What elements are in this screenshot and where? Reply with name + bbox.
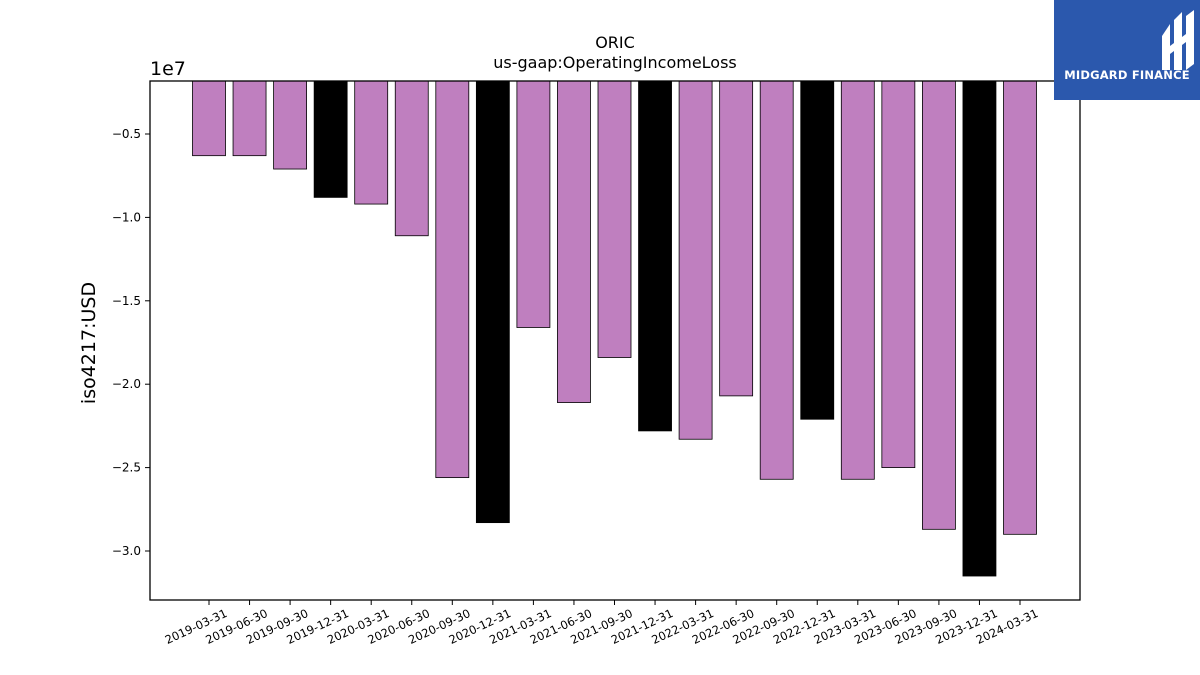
y-tick-label: −2.0 <box>112 377 141 391</box>
bar-2020-06-30 <box>394 80 429 237</box>
bar-2023-06-30 <box>881 80 916 469</box>
bar-2021-03-31 <box>516 80 551 328</box>
y-tick-label: −3.0 <box>112 544 141 558</box>
y-axis-offset-label: 1e7 <box>150 58 186 80</box>
bar-2023-03-31 <box>840 80 875 480</box>
bar-2021-09-30 <box>597 80 632 358</box>
bar-2022-12-31 <box>800 80 835 420</box>
bar-2021-06-30 <box>557 80 591 403</box>
midgard-finance-logo: MIDGARD FINANCE <box>1054 0 1200 100</box>
bar-2019-03-31 <box>192 80 226 157</box>
bar-2019-06-30 <box>232 80 267 157</box>
bar-2023-09-30 <box>922 80 956 530</box>
y-tick-label: −2.5 <box>112 461 141 475</box>
y-axis: −0.5 −1.0 −1.5 −2.0 −2.5 −3.0 <box>112 127 150 558</box>
chart-subtitle: us-gaap:OperatingIncomeLoss <box>493 53 737 72</box>
bar-2023-12-31 <box>962 80 997 577</box>
midgard-logo-icon <box>1162 10 1194 70</box>
x-axis: 2019-03-312019-06-302019-09-302019-12-31… <box>163 600 1040 647</box>
bars-layer <box>192 80 1037 577</box>
chart-title: ORIC <box>595 33 635 52</box>
bar-2024-03-31 <box>1003 80 1037 535</box>
logo-text: MIDGARD FINANCE <box>1064 68 1190 82</box>
bar-2019-12-31 <box>313 80 348 198</box>
y-axis-label: iso4217:USD <box>78 282 100 404</box>
bar-2020-09-30 <box>435 80 470 479</box>
bar-2020-12-31 <box>475 80 510 524</box>
bar-2022-06-30 <box>719 80 754 397</box>
bar-2020-03-31 <box>354 80 389 205</box>
bar-2022-03-31 <box>678 80 713 440</box>
y-tick-label: −1.0 <box>112 210 141 224</box>
bar-2022-09-30 <box>759 80 794 480</box>
y-tick-label: −1.5 <box>112 294 141 308</box>
bar-2021-12-31 <box>638 80 672 432</box>
y-tick-label: −0.5 <box>112 127 141 141</box>
bar-2019-09-30 <box>273 80 308 170</box>
